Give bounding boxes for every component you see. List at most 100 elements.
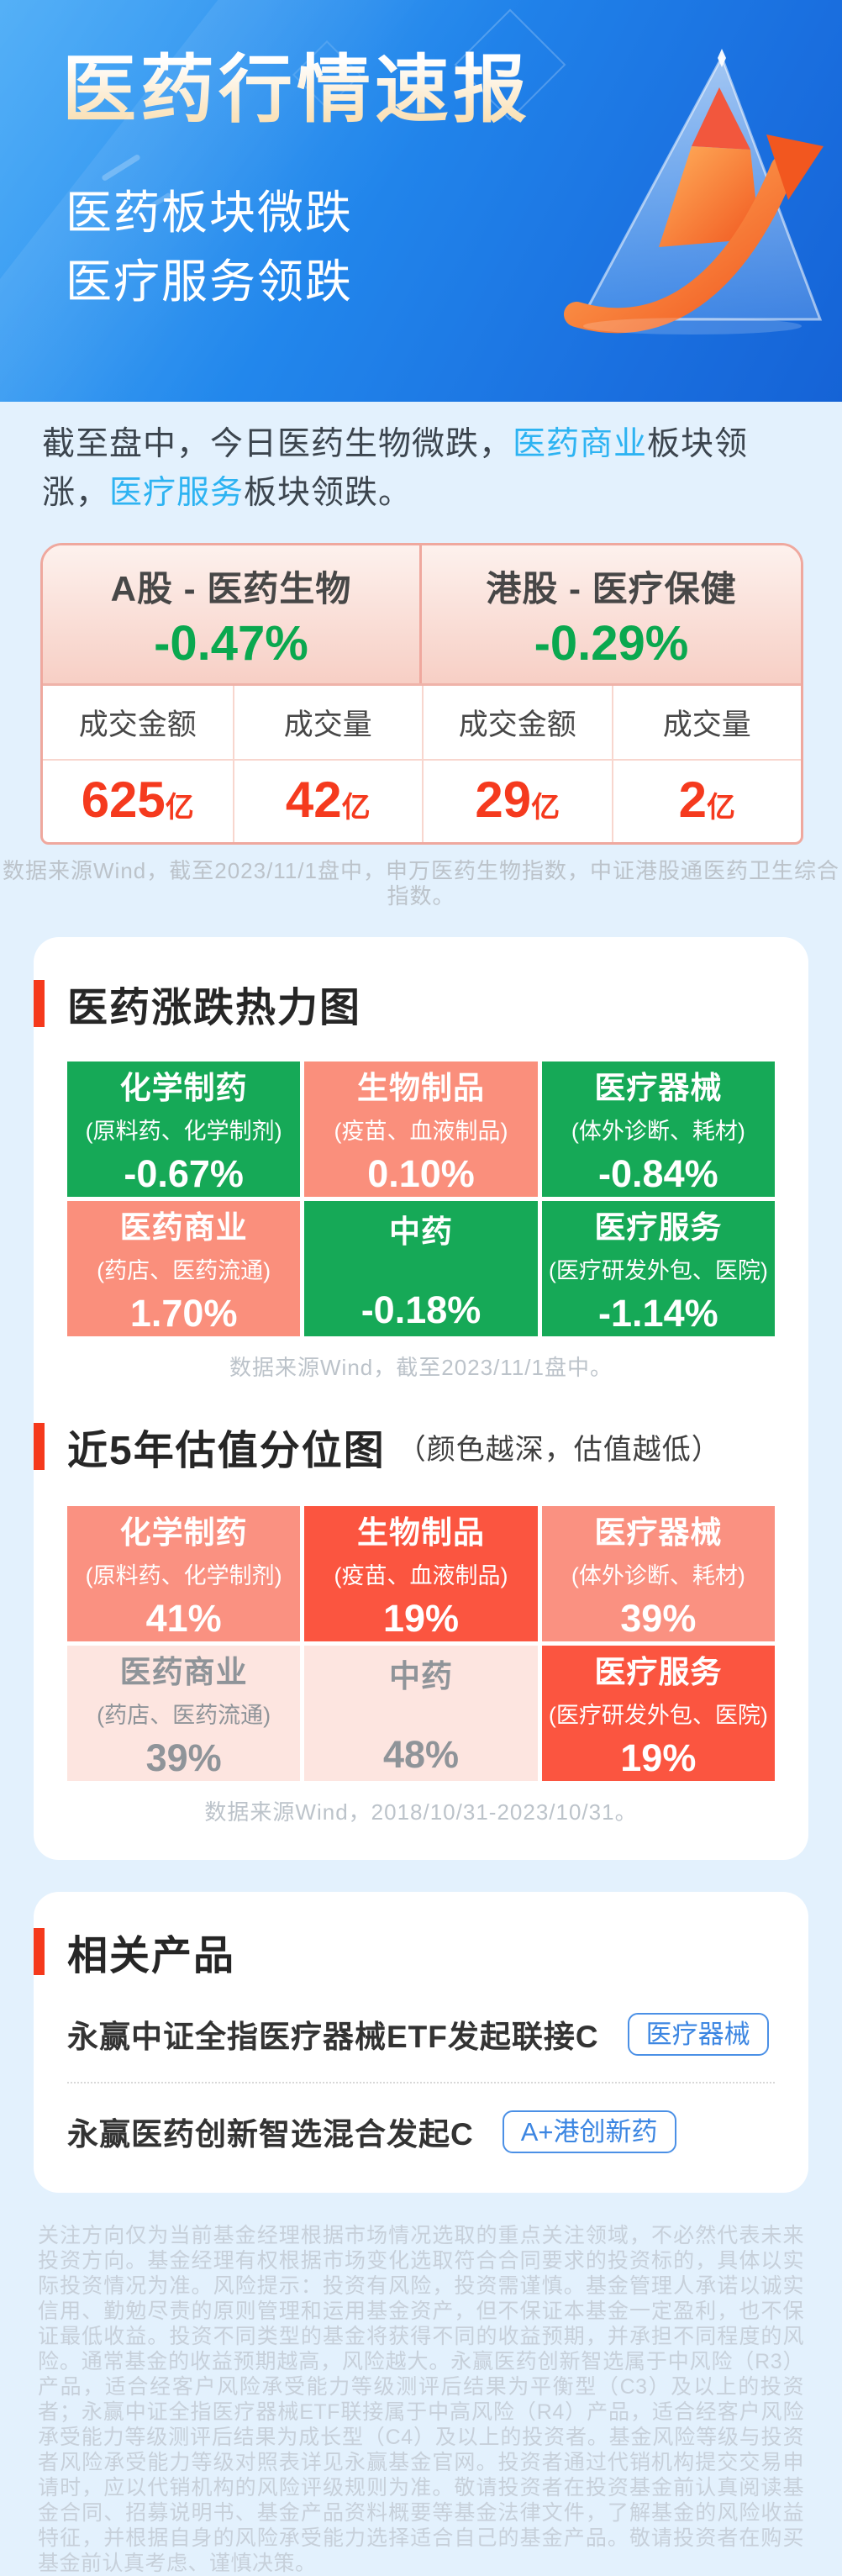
sector-name: 中药 [388, 1658, 453, 1694]
valuation-cell: 医药商业 (药店、医药流通) 39% [67, 1646, 301, 1781]
heatmap-cell: 化学制药 (原料药、化学制剂) -0.67% [67, 1061, 301, 1197]
intro-segment: 截至盘中，今日医药生物微跌， [42, 426, 513, 462]
valuation-cell: 中药 48% [304, 1646, 538, 1781]
valuation-source-note: 数据来源Wind，2018/10/31-2023/10/31。 [204, 1799, 638, 1825]
sector-change: -0.84% [598, 1152, 718, 1195]
market-table-values: 625亿 42亿 29亿 2亿 [43, 759, 801, 842]
sector-name: 化学制药 [119, 1515, 248, 1550]
heatmap-cell: 医疗服务 (医疗研发外包、医院) -1.14% [541, 1201, 775, 1336]
table-cell-amount-ashare: 625亿 [81, 772, 194, 828]
intro-highlight-medical-service: 医疗服务 [109, 475, 245, 511]
sector-percentile: 39% [620, 1597, 697, 1640]
risk-disclaimer-text: 关注方向仅为当前基金经理根据市场情况选取的重点关注领域，不必然代表未来投资方向。… [38, 2224, 804, 2575]
sector-name: 医疗器械 [594, 1071, 723, 1105]
sector-name: 生物制品 [356, 1515, 485, 1550]
section-title-text: 近5年估值分位图 [67, 1429, 386, 1473]
page-title: 医药行情速报 [62, 44, 531, 136]
product-name: 永赢中证全指医疗器械ETF发起联接C [67, 2020, 599, 2054]
page-subtitle: 医药板块微跌 医疗服务领跌 [66, 178, 353, 316]
heatmap-card: 医药涨跌热力图 化学制药 (原料药、化学制剂) -0.67% 生物制品 (疫苗、… [34, 937, 808, 1860]
table-cell-volume-ashare: 42亿 [232, 761, 423, 842]
table-cell-volume-hk: 2亿 [611, 761, 802, 842]
subtitle-line-2: 医疗服务领跌 [66, 255, 354, 308]
market-group-name: 港股 - 医疗保健 [486, 569, 737, 608]
sector-percentile: 41% [145, 1597, 222, 1640]
column-header: 成交金额 [422, 686, 612, 759]
sector-detail: (药店、医药流通) [97, 1703, 271, 1728]
sector-percentile: 19% [382, 1597, 460, 1640]
product-name: 永赢医药创新智选混合发起C [67, 2117, 474, 2152]
sector-name: 医药商业 [119, 1655, 248, 1689]
banner-decoration [101, 153, 141, 182]
market-group-name: A股 - 医药生物 [110, 569, 352, 608]
market-group-change: -0.29% [534, 616, 689, 671]
divider [67, 2082, 775, 2083]
section-title-text: 相关产品 [67, 1934, 236, 1978]
sector-name: 医疗服务 [594, 1210, 723, 1245]
sector-detail: (原料药、化学制剂) [85, 1119, 282, 1144]
column-header: 成交量 [611, 686, 802, 759]
product-tag-badge[interactable]: 医疗器械 [627, 2012, 769, 2056]
sector-detail: (疫苗、血液制品) [334, 1119, 508, 1144]
sector-detail: (药店、医药流通) [97, 1258, 271, 1283]
sector-percentile: 39% [145, 1736, 222, 1779]
product-item-innovation-fund[interactable]: 永赢医药创新智选混合发起C A+港创新药 [67, 2095, 775, 2168]
column-header: 成交金额 [78, 709, 197, 741]
section-products: 相关产品 [34, 1922, 808, 1981]
header-banner: 医药行情速报 医药板块微跌 医疗服务领跌 [0, 0, 842, 402]
section-title-note: （颜色越深，估值越低） [397, 1433, 721, 1466]
subtitle-line-1: 医药板块微跌 [66, 187, 354, 239]
banner-decoration [292, 40, 362, 110]
valuation-cell: 医疗器械 (体外诊断、耗材) 39% [541, 1506, 775, 1641]
pyramid-arrow-illustration [564, 49, 824, 335]
intro-segment: 板块领跌。 [244, 475, 413, 511]
section-accent-bar [34, 1928, 45, 1975]
sector-change: -1.14% [598, 1292, 718, 1335]
column-header: 成交量 [232, 686, 423, 759]
sector-change: 0.10% [367, 1152, 475, 1195]
market-table-subheaders: 成交金额 成交量 成交金额 成交量 [43, 683, 801, 759]
sector-name: 医药商业 [119, 1210, 248, 1245]
sector-name: 医疗器械 [594, 1515, 723, 1550]
section-accent-bar [34, 1423, 45, 1470]
heatmap-source-note: 数据来源Wind，截至2023/11/1盘中。 [229, 1355, 613, 1380]
sector-percentile: 19% [620, 1736, 697, 1779]
heatmap-cell: 中药 -0.18% [304, 1201, 538, 1336]
market-group-ashare: A股 - 医药生物 -0.47% [43, 545, 422, 683]
banner-decoration [147, 192, 172, 210]
table-cell-amount-hk: 29亿 [422, 761, 612, 842]
sector-detail: (体外诊断、耗材) [571, 1563, 745, 1588]
section-accent-bar [34, 980, 45, 1027]
market-group-hkshare: 港股 - 医疗保健 -0.29% [422, 545, 801, 683]
intro-text: 截至盘中，今日医药生物微跌，医药商业板块领涨，医疗服务板块领跌。 [42, 420, 802, 518]
products-card: 相关产品 永赢中证全指医疗器械ETF发起联接C 医疗器械 永赢医药创新智选混合发… [34, 1892, 808, 2193]
market-summary-table: A股 - 医药生物 -0.47% 港股 - 医疗保健 -0.29% 成交金额 成… [40, 543, 803, 845]
heatmap-cell: 医疗器械 (体外诊断、耗材) -0.84% [541, 1061, 775, 1197]
sector-detail: (原料药、化学制剂) [85, 1563, 282, 1588]
sector-percentile: 48% [382, 1732, 460, 1776]
sector-name: 中药 [388, 1214, 453, 1249]
sector-name: 生物制品 [356, 1071, 485, 1105]
valuation-cell: 医疗服务 (医疗研发外包、医院) 19% [541, 1646, 775, 1781]
section-heatmap: 医药涨跌热力图 [34, 974, 808, 1033]
sector-detail: (疫苗、血液制品) [334, 1563, 508, 1588]
sector-detail: (体外诊断、耗材) [571, 1119, 745, 1144]
product-item-etf-feeder[interactable]: 永赢中证全指医疗器械ETF发起联接C 医疗器械 [67, 1998, 775, 2070]
sector-detail: (医疗研发外包、医院) [548, 1703, 768, 1728]
intro-highlight-pharma-commerce: 医药商业 [513, 426, 648, 462]
heatmap-grid: 化学制药 (原料药、化学制剂) -0.67% 生物制品 (疫苗、血液制品) 0.… [67, 1061, 775, 1336]
sector-change: -0.18% [360, 1288, 482, 1331]
valuation-grid: 化学制药 (原料药、化学制剂) 41% 生物制品 (疫苗、血液制品) 19% 医… [67, 1506, 775, 1781]
section-valuation: 近5年估值分位图 （颜色越深，估值越低） [34, 1417, 808, 1476]
product-tag-badge[interactable]: A+港创新药 [502, 2110, 676, 2153]
sector-change: -0.67% [124, 1152, 244, 1195]
valuation-cell: 生物制品 (疫苗、血液制品) 19% [304, 1506, 538, 1641]
market-table-header: A股 - 医药生物 -0.47% 港股 - 医疗保健 -0.29% [43, 545, 801, 683]
valuation-cell: 化学制药 (原料药、化学制剂) 41% [67, 1506, 301, 1641]
sector-change: 1.70% [129, 1292, 238, 1335]
sector-detail: (医疗研发外包、医院) [548, 1258, 768, 1283]
sector-name: 化学制药 [119, 1071, 248, 1105]
section-title-text: 医药涨跌热力图 [67, 986, 362, 1030]
sector-name: 医疗服务 [594, 1655, 723, 1689]
heatmap-cell: 生物制品 (疫苗、血液制品) 0.10% [304, 1061, 538, 1197]
